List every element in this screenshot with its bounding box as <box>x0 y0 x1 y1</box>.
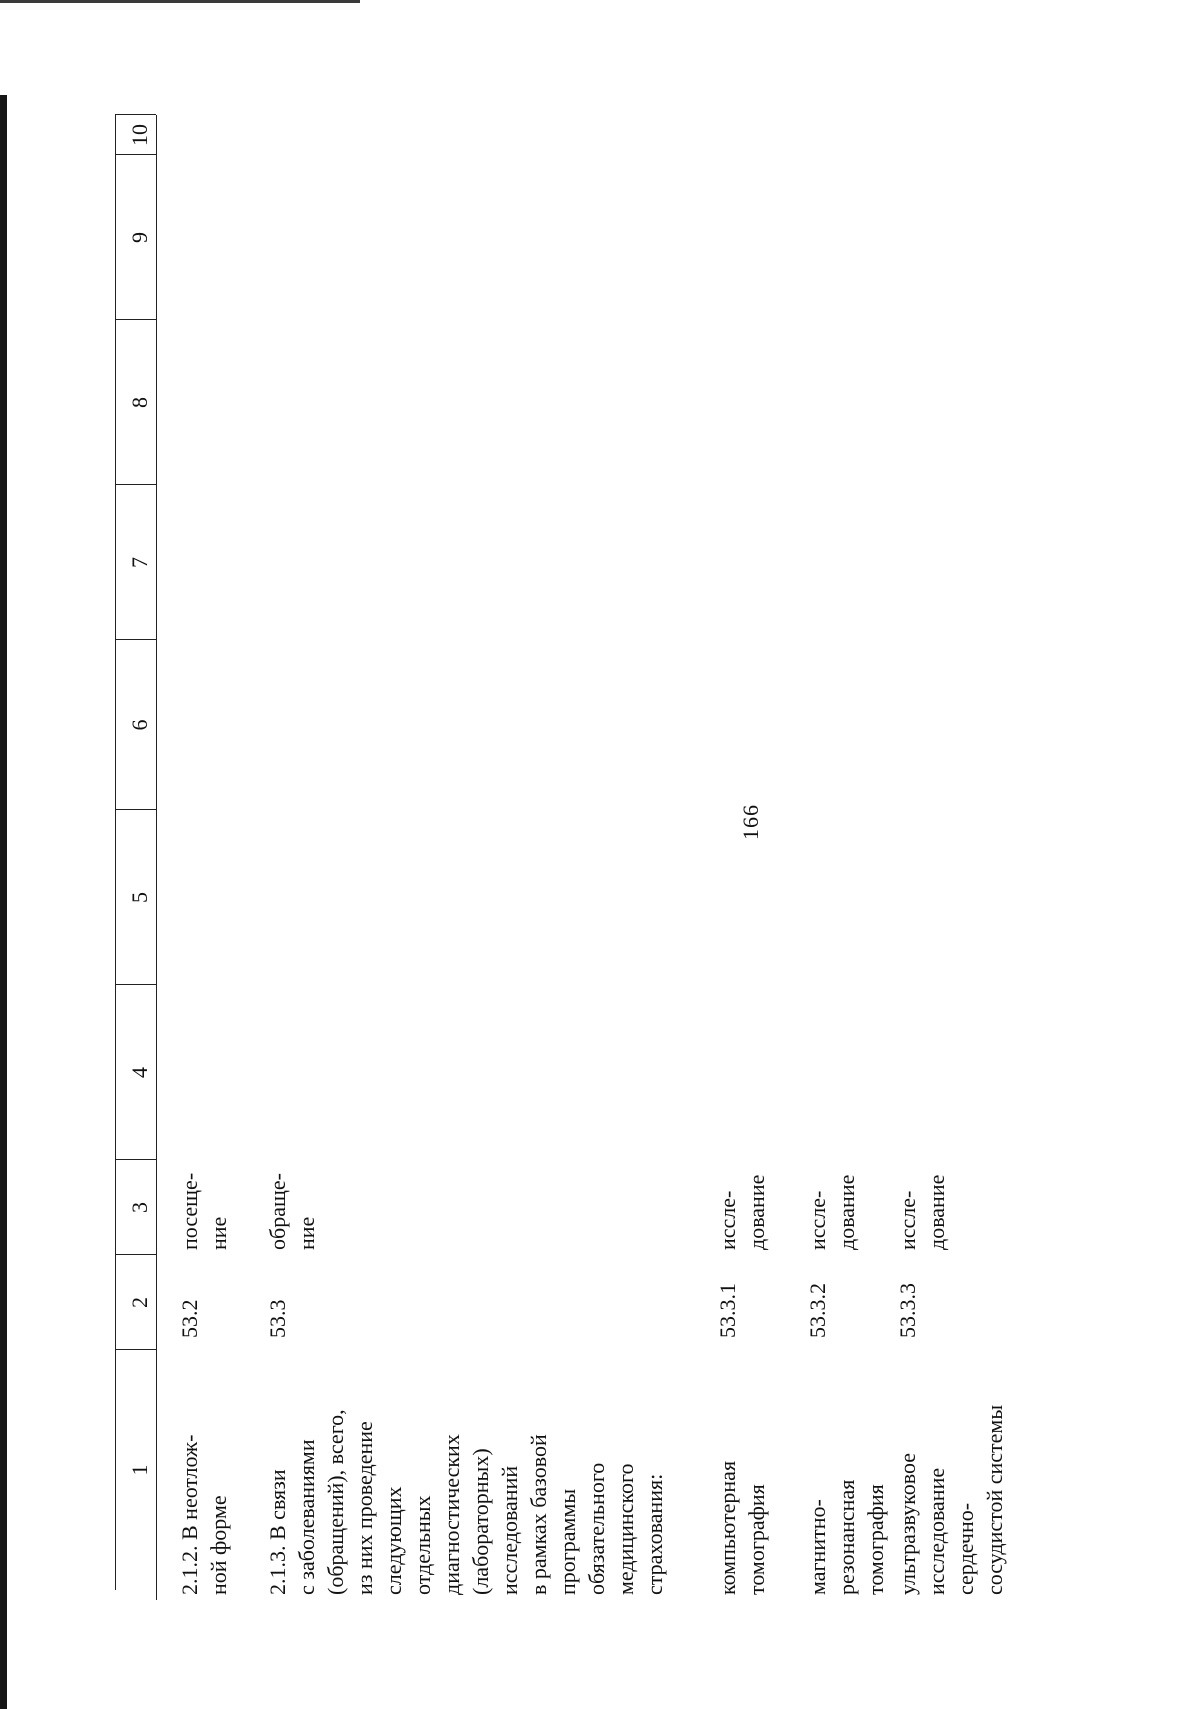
row-3-code: 53.3.1 <box>715 1283 740 1338</box>
column-header-4: 4 <box>127 1067 152 1078</box>
row-4-name: магнитно- резонансная томография <box>805 1479 888 1595</box>
row-2-unit: обраще- ние <box>265 1173 319 1250</box>
table-header-top-rule <box>115 115 116 1590</box>
column-header-7: 7 <box>127 557 152 568</box>
row-2-code: 53.3 <box>265 1299 290 1339</box>
column-header-6: 6 <box>127 719 152 731</box>
table-header-bottom-rule <box>156 115 157 1600</box>
page-number: 166 <box>738 804 763 840</box>
row-4-unit: иссле- дование <box>805 1174 859 1250</box>
row-1-code: 53.2 <box>177 1299 202 1339</box>
scan-edge-left <box>0 95 7 1709</box>
row-3-name: компьютерная томография <box>715 1460 769 1595</box>
column-header-2: 2 <box>127 1297 152 1308</box>
row-3-unit: иссле- дование <box>715 1174 769 1250</box>
row-5-unit: иссле- дование <box>895 1174 949 1250</box>
column-header-1: 1 <box>127 1464 152 1476</box>
row-1-unit: посеще- ние <box>177 1172 231 1250</box>
row-5-name: ультразвуковое исследование сердечно- со… <box>895 1404 1007 1595</box>
column-header-5: 5 <box>127 892 152 903</box>
row-5-code: 53.3.3 <box>895 1283 920 1338</box>
row-2-name: 2.1.3. В связи с заболеваниями (обращени… <box>265 1409 667 1595</box>
column-header-10: 10 <box>127 124 152 146</box>
scan-edge-top <box>0 0 360 3</box>
row-1-name: 2.1.2. В неотлож- ной форме <box>177 1434 231 1595</box>
document-page: 166 1 2 3 4 5 6 7 8 9 10 2.1.2. В неотло… <box>115 114 1007 1600</box>
column-header-8: 8 <box>127 397 152 408</box>
column-header-9: 9 <box>127 232 152 243</box>
column-header-3: 3 <box>127 1202 152 1213</box>
row-4-code: 53.3.2 <box>805 1283 830 1338</box>
